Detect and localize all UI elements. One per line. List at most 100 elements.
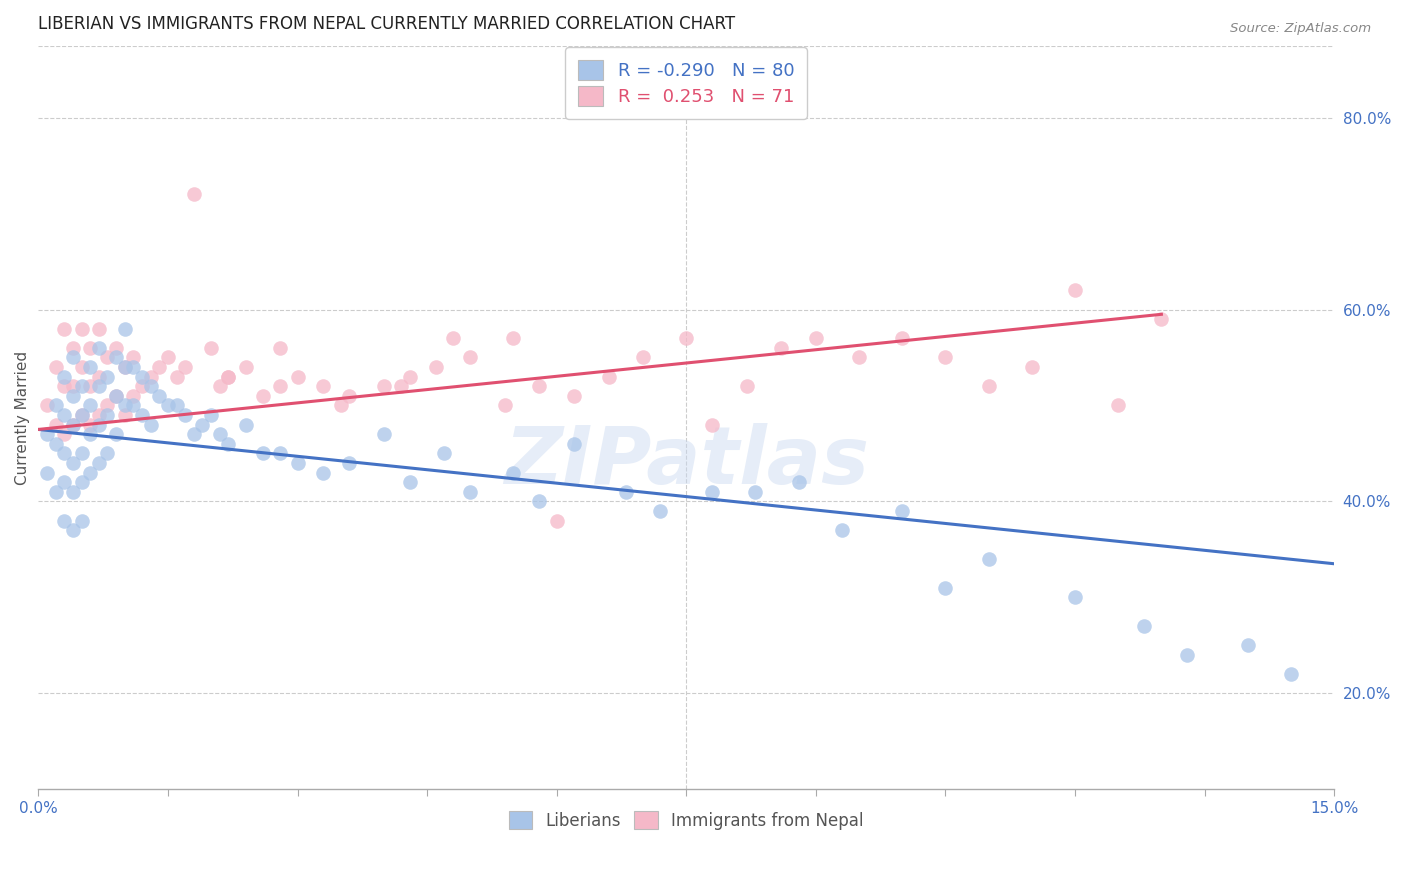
Point	[139, 379, 162, 393]
Point	[502, 331, 524, 345]
Point	[87, 408, 110, 422]
Point	[770, 341, 793, 355]
Point	[53, 514, 76, 528]
Point	[269, 379, 291, 393]
Point	[235, 417, 257, 432]
Point	[139, 417, 162, 432]
Point	[62, 417, 84, 432]
Point	[148, 389, 170, 403]
Point	[1064, 283, 1087, 297]
Point	[1279, 667, 1302, 681]
Point	[79, 399, 101, 413]
Point	[934, 351, 956, 365]
Point	[105, 427, 128, 442]
Point	[1021, 360, 1043, 375]
Point	[148, 360, 170, 375]
Point	[45, 484, 67, 499]
Point	[235, 360, 257, 375]
Point	[934, 581, 956, 595]
Point	[96, 399, 118, 413]
Point	[62, 456, 84, 470]
Point	[631, 351, 654, 365]
Point	[79, 341, 101, 355]
Point	[35, 466, 58, 480]
Point	[122, 360, 145, 375]
Point	[53, 379, 76, 393]
Point	[891, 331, 914, 345]
Point	[45, 417, 67, 432]
Point	[53, 408, 76, 422]
Point	[53, 427, 76, 442]
Point	[337, 389, 360, 403]
Point	[287, 369, 309, 384]
Point	[53, 475, 76, 490]
Point	[373, 427, 395, 442]
Point	[502, 466, 524, 480]
Point	[787, 475, 810, 490]
Point	[1107, 399, 1129, 413]
Point	[45, 360, 67, 375]
Point	[977, 379, 1000, 393]
Point	[562, 389, 585, 403]
Point	[156, 399, 179, 413]
Point	[96, 408, 118, 422]
Point	[200, 408, 222, 422]
Point	[62, 341, 84, 355]
Point	[79, 360, 101, 375]
Point	[702, 484, 724, 499]
Point	[269, 446, 291, 460]
Point	[96, 351, 118, 365]
Point	[312, 466, 335, 480]
Point	[398, 369, 420, 384]
Point	[70, 360, 93, 375]
Point	[1150, 312, 1173, 326]
Point	[122, 399, 145, 413]
Point	[458, 484, 481, 499]
Point	[675, 331, 697, 345]
Point	[114, 399, 136, 413]
Point	[62, 389, 84, 403]
Point	[389, 379, 412, 393]
Point	[79, 379, 101, 393]
Point	[105, 389, 128, 403]
Point	[131, 369, 153, 384]
Point	[87, 321, 110, 335]
Point	[312, 379, 335, 393]
Point	[529, 379, 551, 393]
Point	[87, 417, 110, 432]
Point	[1133, 619, 1156, 633]
Point	[87, 379, 110, 393]
Point	[217, 437, 239, 451]
Point	[70, 446, 93, 460]
Point	[1175, 648, 1198, 662]
Point	[269, 341, 291, 355]
Point	[1236, 638, 1258, 652]
Point	[614, 484, 637, 499]
Point	[217, 369, 239, 384]
Point	[650, 504, 672, 518]
Point	[208, 379, 231, 393]
Point	[114, 408, 136, 422]
Point	[977, 552, 1000, 566]
Point	[425, 360, 447, 375]
Point	[598, 369, 620, 384]
Point	[183, 187, 205, 202]
Point	[373, 379, 395, 393]
Point	[458, 351, 481, 365]
Point	[114, 360, 136, 375]
Point	[53, 446, 76, 460]
Point	[62, 484, 84, 499]
Text: LIBERIAN VS IMMIGRANTS FROM NEPAL CURRENTLY MARRIED CORRELATION CHART: LIBERIAN VS IMMIGRANTS FROM NEPAL CURREN…	[38, 15, 735, 33]
Point	[35, 427, 58, 442]
Point	[891, 504, 914, 518]
Point	[105, 389, 128, 403]
Point	[848, 351, 870, 365]
Point	[174, 360, 197, 375]
Point	[105, 351, 128, 365]
Point	[62, 379, 84, 393]
Point	[433, 446, 456, 460]
Point	[337, 456, 360, 470]
Point	[45, 399, 67, 413]
Point	[62, 523, 84, 537]
Point	[131, 408, 153, 422]
